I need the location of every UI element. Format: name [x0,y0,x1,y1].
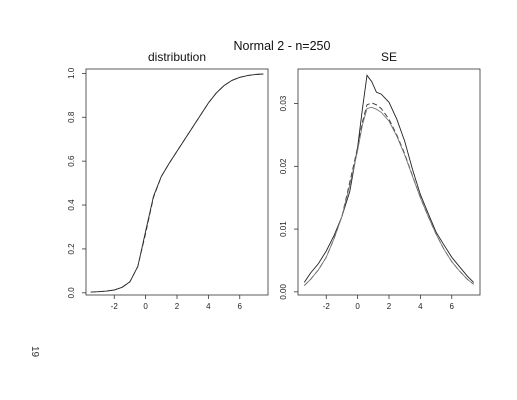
x-tick-label-distribution: 0 [143,302,148,311]
x-tick-label-se: 4 [418,302,423,311]
plot-frame-distribution [85,68,269,296]
x-axis-se: -2 0 2 4 6 [323,295,455,311]
distribution-panel: distribution -2 0 2 4 6 0.0 0.2 0.4 0.6 0.8 1.0 [67,50,269,311]
y-tick-label-distribution: 0.6 [67,155,76,167]
page-number: 19 [29,346,40,358]
figure-title: Normal 2 - n=250 [234,39,331,53]
series-group-se [303,74,475,286]
x-axis-distribution: -2 0 2 4 6 [111,295,243,311]
y-tick-label-se: 0.02 [279,158,288,174]
x-tick-label-distribution: 4 [206,302,211,311]
y-tick-label-distribution: 0.4 [67,199,76,211]
y-tick-label-se: 0.00 [279,284,288,300]
y-tick-label-distribution: 0.8 [67,111,76,123]
x-tick-label-distribution: 6 [238,302,243,311]
series-line-se-2 [303,102,474,286]
series-line-se-1 [303,74,475,283]
x-tick-label-se: 0 [355,302,360,311]
series-line-distribution-1 [90,73,264,293]
series-group-distribution [90,73,264,293]
series-line-distribution-2 [90,73,264,293]
panel-title-se: SE [381,50,397,64]
y-tick-label-distribution: 0.2 [67,243,76,255]
y-tick-label-distribution: 1.0 [67,67,76,79]
y-tick-label-se: 0.01 [279,221,288,237]
x-tick-label-distribution: 2 [175,302,180,311]
y-tick-label-se: 0.03 [279,95,288,111]
y-axis-distribution: 0.0 0.2 0.4 0.6 0.8 1.0 [67,67,86,298]
se-panel: SE -2 0 2 4 6 0.00 0.01 0.02 0.03 [279,50,481,311]
panel-title-distribution: distribution [148,50,206,64]
y-tick-label-distribution: 0.0 [67,287,76,299]
x-tick-label-se: 6 [450,302,455,311]
x-tick-label-se: 2 [387,302,392,311]
series-line-se-3 [303,106,474,286]
x-tick-label-se: -2 [323,302,331,311]
y-axis-se: 0.00 0.01 0.02 0.03 [279,95,298,300]
x-tick-label-distribution: -2 [111,302,119,311]
